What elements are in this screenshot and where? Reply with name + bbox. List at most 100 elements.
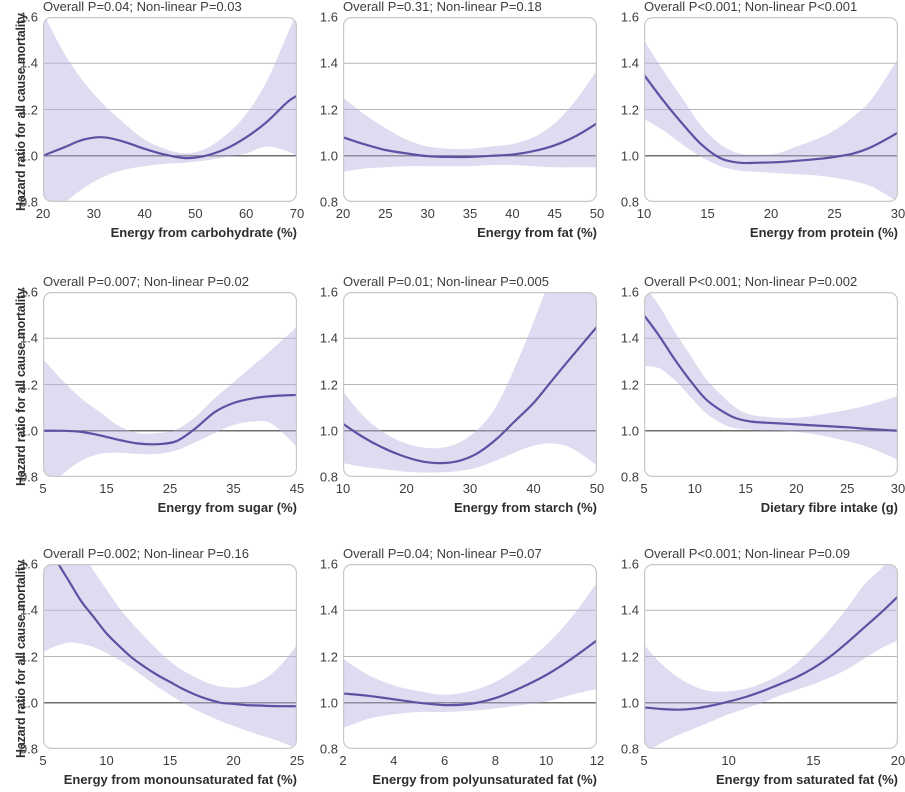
x-tick-label: 35 bbox=[462, 206, 478, 221]
y-tick-label: 0.8 bbox=[19, 741, 38, 757]
x-tick-label: 15 bbox=[162, 753, 178, 768]
y-tick-label: 1.6 bbox=[319, 556, 338, 572]
x-tick-label: 70 bbox=[289, 206, 305, 221]
x-tick-label: 15 bbox=[99, 481, 114, 496]
y-tick-label: 1.6 bbox=[620, 556, 639, 572]
y-tick-label: 1.4 bbox=[319, 330, 338, 346]
x-tick-label: 5 bbox=[39, 753, 47, 768]
x-tick-label: 50 bbox=[188, 206, 203, 221]
y-tick-label: 1.0 bbox=[19, 423, 38, 439]
x-axis-title: Energy from protein (%) bbox=[749, 225, 898, 240]
x-tick-label: 5 bbox=[39, 481, 47, 496]
x-tick-label: 10 bbox=[335, 481, 351, 496]
x-tick-label: 10 bbox=[538, 753, 554, 768]
y-tick-label: 1.2 bbox=[620, 102, 639, 117]
panel-title: Overall P=0.04; Non-linear P=0.07 bbox=[343, 546, 542, 561]
y-tick-label: 1.2 bbox=[319, 377, 338, 392]
x-axis-ticks: 10 20 30 40 50 bbox=[300, 275, 604, 525]
x-axis-title: Dietary fibre intake (g) bbox=[760, 500, 898, 515]
x-tick-label: 8 bbox=[491, 753, 500, 768]
x-axis-title: Energy from saturated fat (%) bbox=[715, 772, 898, 787]
x-tick-label: 10 bbox=[636, 206, 652, 221]
y-tick-label: 0.8 bbox=[319, 469, 338, 485]
panel-title: Overall P=0.002; Non-linear P=0.16 bbox=[43, 546, 249, 561]
panel-fibre: Overall P<0.001; Non-linear P=0.002 0.8 1… bbox=[601, 274, 905, 525]
y-axis-ticks: 0.8 1.0 1.2 1.4 1.6 bbox=[601, 275, 640, 525]
x-tick-label: 30 bbox=[420, 206, 435, 221]
x-tick-label: 30 bbox=[890, 481, 905, 496]
x-tick-label: 25 bbox=[162, 481, 178, 496]
spline-plot bbox=[343, 17, 597, 202]
x-axis-ticks: 5 10 15 20 25 bbox=[0, 547, 304, 792]
y-tick-label: 1.0 bbox=[19, 695, 38, 711]
x-tick-label: 20 bbox=[35, 206, 51, 221]
y-tick-label: 1.4 bbox=[620, 55, 639, 71]
y-tick-label: 1.0 bbox=[319, 423, 338, 439]
x-tick-label: 10 bbox=[721, 753, 736, 768]
x-tick-label: 10 bbox=[687, 481, 703, 496]
y-tick-label: 1.6 bbox=[19, 284, 38, 300]
y-tick-label: 1.4 bbox=[620, 602, 639, 618]
y-tick-label: 1.6 bbox=[620, 284, 639, 300]
x-axis-title: Energy from fat (%) bbox=[477, 225, 597, 240]
x-tick-label: 4 bbox=[390, 753, 398, 768]
x-axis-title: Energy from carbohydrate (%) bbox=[110, 225, 297, 240]
panel-fat: Overall P=0.31; Non-linear P=0.18 0.8 1.0… bbox=[300, 0, 604, 250]
panel-title: Overall P=0.04; Non-linear P=0.03 bbox=[43, 0, 242, 14]
y-axis-ticks: 0.8 1.0 1.2 1.4 1.6 bbox=[300, 547, 339, 792]
x-tick-label: 12 bbox=[589, 753, 605, 768]
x-tick-label: 15 bbox=[738, 481, 753, 496]
y-tick-label: 1.4 bbox=[19, 602, 38, 618]
x-tick-label: 45 bbox=[289, 481, 305, 496]
x-tick-label: 10 bbox=[99, 753, 114, 768]
x-tick-label: 45 bbox=[547, 206, 562, 221]
panel-polyunsaturated-fat: Overall P=0.04; Non-linear P=0.07 0.8 1.0… bbox=[300, 546, 605, 792]
x-axis-ticks: 20 30 40 50 60 70 bbox=[0, 0, 304, 250]
y-tick-label: 1.2 bbox=[319, 649, 338, 664]
spline-plot bbox=[43, 564, 297, 749]
spline-plot bbox=[644, 292, 898, 477]
x-tick-label: 15 bbox=[806, 753, 821, 768]
panel-sugar: Hazard ratio for all cause mortality Ove… bbox=[0, 274, 304, 525]
panel-title: Overall P=0.007; Non-linear P=0.02 bbox=[43, 274, 249, 289]
y-tick-label: 1.0 bbox=[620, 423, 639, 439]
y-tick-label: 0.8 bbox=[620, 469, 639, 485]
x-axis-ticks: 20 25 30 35 40 45 50 bbox=[300, 0, 604, 250]
y-axis-ticks: 0.8 1.0 1.2 1.4 1.6 bbox=[0, 275, 39, 525]
y-tick-label: 1.2 bbox=[19, 649, 38, 664]
x-tick-label: 25 bbox=[378, 206, 393, 221]
y-tick-label: 1.2 bbox=[620, 377, 639, 392]
x-tick-label: 2 bbox=[339, 753, 347, 768]
x-tick-label: 30 bbox=[890, 206, 905, 221]
x-axis-title: Energy from monounsaturated fat (%) bbox=[63, 772, 297, 787]
x-tick-label: 20 bbox=[890, 753, 905, 768]
x-axis-ticks: 5 15 25 35 45 bbox=[0, 275, 304, 525]
y-axis-ticks: 0.8 1.0 1.2 1.4 1.6 bbox=[601, 547, 640, 792]
panel-title: Overall P<0.001; Non-linear P<0.001 bbox=[644, 0, 858, 14]
x-tick-label: 20 bbox=[226, 753, 241, 768]
spline-plot bbox=[343, 564, 597, 749]
y-tick-label: 1.0 bbox=[620, 148, 639, 164]
panel-title: Overall P<0.001; Non-linear P=0.002 bbox=[644, 274, 858, 289]
x-axis-ticks: 5 10 15 20 25 30 bbox=[601, 275, 905, 525]
x-tick-label: 20 bbox=[763, 206, 779, 221]
x-tick-label: 50 bbox=[589, 206, 605, 221]
y-tick-label: 1.0 bbox=[19, 148, 38, 164]
y-tick-label: 0.8 bbox=[19, 194, 38, 210]
x-tick-label: 30 bbox=[86, 206, 102, 221]
spline-plot bbox=[43, 292, 297, 477]
y-axis-ticks: 0.8 1.0 1.2 1.4 1.6 bbox=[300, 275, 339, 525]
x-tick-label: 20 bbox=[789, 481, 804, 496]
y-tick-label: 1.2 bbox=[620, 649, 639, 664]
x-tick-label: 6 bbox=[440, 753, 449, 768]
x-tick-label: 30 bbox=[462, 481, 478, 496]
panel-title: Overall P<0.001; Non-linear P=0.09 bbox=[644, 546, 850, 561]
y-tick-label: 1.6 bbox=[319, 9, 338, 25]
x-tick-label: 40 bbox=[505, 206, 520, 221]
x-axis-title: Energy from polyunsaturated fat (%) bbox=[372, 772, 597, 787]
panel-title: Overall P=0.31; Non-linear P=0.18 bbox=[343, 0, 542, 14]
x-axis-ticks: 5 10 15 20 bbox=[601, 547, 905, 792]
spline-plot bbox=[644, 17, 898, 202]
y-axis-ticks: 0.8 1.0 1.2 1.4 1.6 bbox=[300, 0, 339, 250]
y-tick-label: 1.2 bbox=[319, 102, 338, 117]
